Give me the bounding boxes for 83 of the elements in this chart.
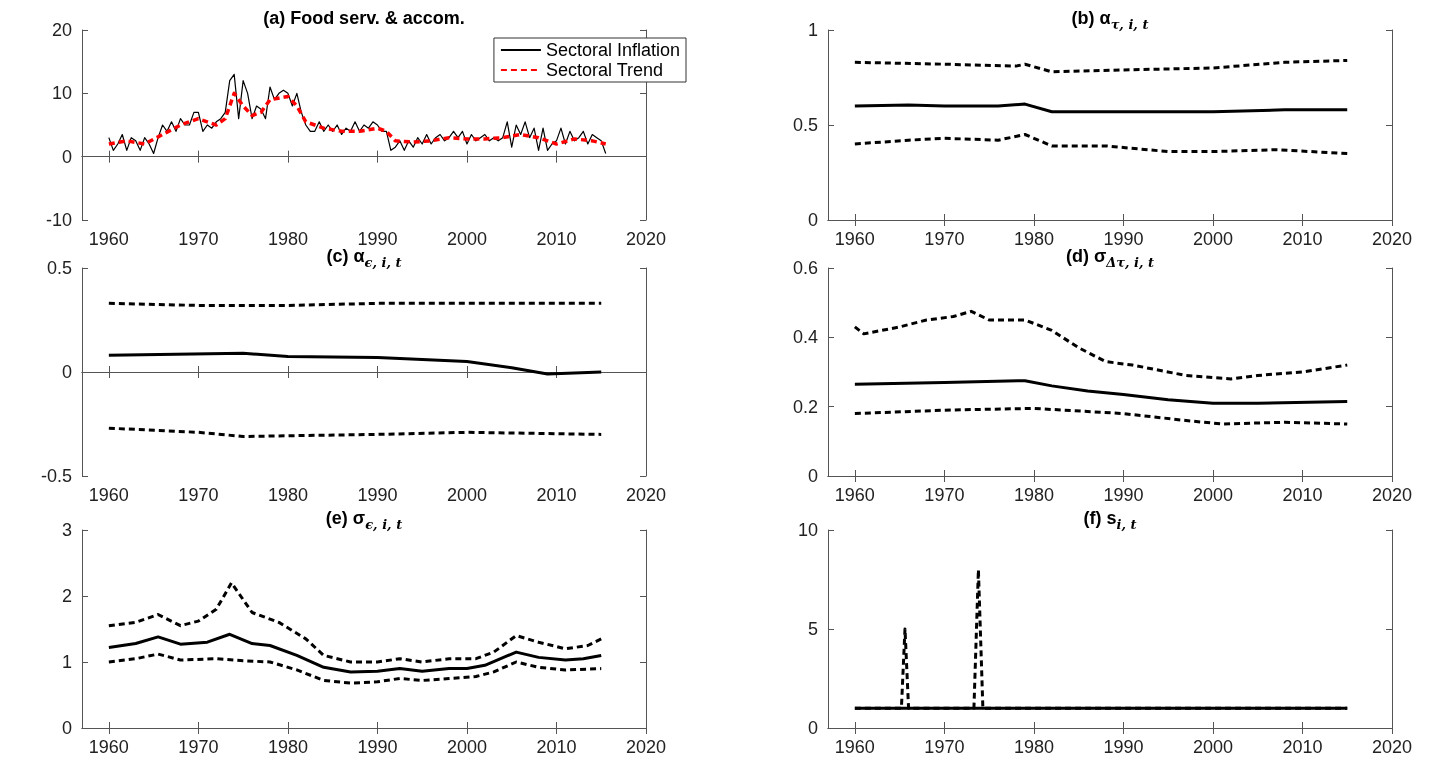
x-tick-label: 1980 [267,737,308,757]
x-tick-label: 1960 [88,485,129,505]
y-tick-label: 5 [807,619,818,639]
x-tick-label: 2020 [625,229,667,249]
line-series [107,632,603,674]
line-series [107,351,603,376]
line-series [853,133,1349,155]
y-tick-label: 0.2 [792,396,818,417]
chart-title: (a) Food serv. & accom. [262,7,466,29]
x-tick-label: 2000 [446,229,487,249]
x-tick-label: 1960 [834,485,875,505]
x-tick-label: 2010 [1282,229,1323,249]
line-series [107,652,603,685]
y-tick-label: 0 [807,718,818,738]
line-series [107,426,603,438]
x-tick-label: 1980 [1013,229,1054,249]
line-series [107,581,603,664]
y-tick-label: 10 [797,520,818,540]
x-tick-label: 1970 [178,737,219,757]
legend-label: Sectoral Inflation [545,40,680,60]
y-tick-label: 0.5 [46,258,72,278]
x-tick-label: 2020 [625,737,667,757]
x-tick-label: 2000 [1192,737,1233,757]
chart-title: (c) α$_{ϵ, i, t}$ [326,246,402,270]
x-tick-label: 1970 [178,229,219,249]
x-tick-label: 1970 [178,485,219,505]
y-tick-label: -0.5 [40,466,72,486]
x-tick-label: 2020 [1371,737,1413,757]
x-tick-label: 2000 [446,737,487,757]
x-tick-label: 1990 [1103,229,1144,249]
y-tick-label: 0 [807,210,818,230]
x-tick-label: 1980 [1013,737,1054,757]
y-tick-label: 10 [51,83,72,104]
line-series [853,58,1349,74]
chart-title: (d) σ$_{Δτ, i, t}$ [1065,246,1155,270]
chart-title: (f) s$_{i, t}$ [1082,507,1138,532]
x-tick-label: 1970 [924,485,965,505]
line-series [853,379,1349,405]
y-tick-label: 0 [61,146,72,167]
x-tick-label: 1970 [924,737,965,757]
line-series [853,406,1349,426]
legend-label: Sectoral Trend [545,60,663,80]
x-tick-label: 2000 [1192,229,1233,249]
y-tick-label: 2 [61,586,72,606]
y-tick-label: 0.5 [792,115,818,135]
x-tick-label: 1960 [834,737,875,757]
chart-title: (e) σ$_{ϵ, i, t}$ [324,507,404,532]
x-tick-label: 1990 [1103,485,1144,505]
x-tick-label: 2010 [536,737,577,757]
y-tick-label: 1 [807,20,818,40]
x-tick-label: 2000 [446,485,487,505]
x-tick-label: 1990 [357,485,398,505]
y-tick-label: 3 [61,520,72,540]
x-tick-label: 2010 [1282,485,1323,505]
x-tick-label: 1990 [1103,737,1144,757]
y-tick-label: 20 [51,20,72,40]
line-series [853,102,1349,114]
line-series [107,91,608,146]
y-tick-label: 0 [807,466,818,486]
x-tick-label: 1960 [88,737,129,757]
y-tick-label: -10 [45,210,72,230]
line-series [853,309,1349,381]
x-tick-label: 1980 [267,485,308,505]
y-tick-label: 0 [61,718,72,738]
x-tick-label: 2020 [625,485,667,505]
x-tick-label: 2020 [1371,229,1413,249]
x-tick-label: 1970 [924,229,965,249]
x-tick-label: 2020 [1371,485,1413,505]
x-tick-label: 1960 [834,229,875,249]
x-tick-label: 1990 [357,229,398,249]
x-tick-label: 1990 [357,737,398,757]
x-tick-label: 1980 [267,229,308,249]
y-tick-label: 0.6 [792,258,818,278]
y-tick-label: 0 [61,362,72,382]
x-tick-label: 2000 [1192,485,1233,505]
x-tick-label: 1960 [88,229,129,249]
x-tick-label: 2010 [536,485,577,505]
y-tick-label: 0.4 [792,327,818,348]
x-tick-label: 1980 [1013,485,1054,505]
x-tick-label: 2010 [536,229,577,249]
y-tick-label: 1 [61,652,72,672]
x-tick-label: 2010 [1282,737,1323,757]
chart-title: (b) α$_{τ, i, t}$ [1070,7,1150,32]
